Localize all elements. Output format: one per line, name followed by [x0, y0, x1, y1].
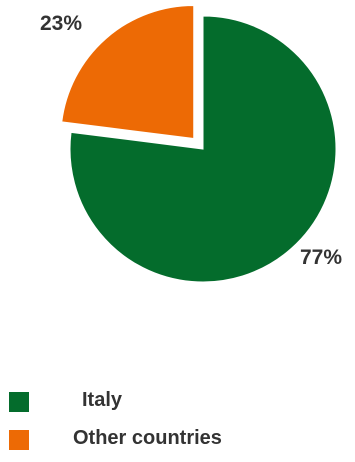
pie-chart: 77% 23%: [40, 4, 342, 283]
pie-slice-italy: [69, 15, 337, 283]
data-label-italy: 77%: [300, 246, 342, 269]
legend-swatch-other-countries: [9, 430, 29, 450]
legend-item-other-countries: Other countries: [0, 424, 355, 462]
legend-label-italy: Italy: [82, 389, 123, 411]
pie-slice-other-countries: [61, 4, 195, 140]
legend-label-other-countries: Other countries: [73, 427, 222, 449]
pie-slices: [61, 4, 337, 283]
legend-swatch-italy: [9, 392, 29, 412]
data-label-other-countries: 23%: [40, 12, 82, 35]
pie-labels: 77% 23%: [40, 12, 342, 269]
legend-item-italy: Italy: [0, 386, 355, 424]
legend: Italy Other countries: [0, 386, 355, 462]
